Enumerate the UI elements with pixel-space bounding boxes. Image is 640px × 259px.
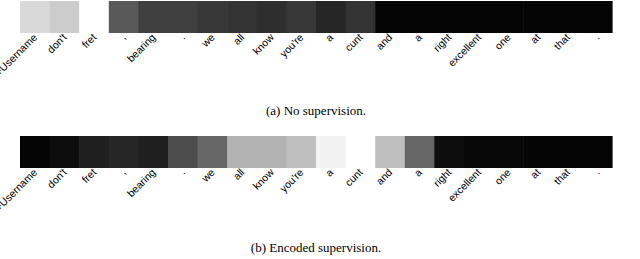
token-label: we xyxy=(198,31,217,50)
token-label: cunt xyxy=(342,31,365,54)
heat-cell xyxy=(375,136,405,168)
heat-cell xyxy=(257,136,287,168)
token-label: that xyxy=(551,166,572,187)
heat-cell xyxy=(464,136,494,168)
token-label: excellent xyxy=(445,31,483,69)
heat-cell xyxy=(494,1,524,33)
token-label: . xyxy=(591,31,602,42)
token-label: all xyxy=(230,166,246,182)
heat-cell xyxy=(464,1,494,33)
heatmap-panel: +Usernamedon't fret,bearing. weallknowyou'… xyxy=(0,136,613,255)
heat-cell xyxy=(79,1,109,33)
token-label: we xyxy=(198,166,217,185)
heat-cell xyxy=(50,136,80,168)
heat-cell xyxy=(405,136,435,168)
heat-cell xyxy=(79,136,109,168)
token-label: one xyxy=(492,31,513,52)
token-label: a xyxy=(411,31,424,44)
figure: +Usernamedon'tfret,bearing.weallknowyou'… xyxy=(0,0,640,259)
heat-cell xyxy=(286,136,316,168)
caption: (a) No supervision. xyxy=(266,103,366,118)
heat-cell xyxy=(523,136,553,168)
token-label: . xyxy=(177,166,188,177)
heat-cell xyxy=(138,136,168,168)
token-label: a xyxy=(323,166,336,179)
heat-cell xyxy=(375,1,405,33)
token-label: +Username xyxy=(0,166,39,213)
heat-cell xyxy=(434,1,464,33)
token-label: and xyxy=(374,31,395,52)
heat-cell xyxy=(523,1,553,33)
token-label: cunt xyxy=(342,166,365,189)
heat-cell xyxy=(316,136,346,168)
token-label: , xyxy=(117,31,128,42)
token-label: don't xyxy=(44,166,68,190)
heat-cell xyxy=(494,136,524,168)
token-label: and xyxy=(374,166,395,187)
token-label: excellent xyxy=(445,166,483,204)
heat-cell xyxy=(553,136,583,168)
token-label: bearing xyxy=(124,31,157,64)
token-label: know xyxy=(250,31,276,57)
token-label: right xyxy=(431,31,454,54)
heat-cell xyxy=(286,1,316,33)
token-label: that xyxy=(551,31,572,52)
token-label: right xyxy=(431,166,454,189)
heat-cell xyxy=(346,136,376,168)
token-label: all xyxy=(230,31,246,47)
heat-cell xyxy=(50,1,80,33)
token-label: one xyxy=(492,166,513,187)
heat-cell xyxy=(198,1,228,33)
token-label: don't xyxy=(44,31,68,55)
heat-cell xyxy=(582,136,612,168)
heat-cell xyxy=(109,136,139,168)
heat-cell xyxy=(405,1,435,33)
heat-cell xyxy=(346,1,376,33)
token-label: . xyxy=(177,31,188,42)
heat-cell xyxy=(316,1,346,33)
heat-cell xyxy=(109,1,139,33)
token-label: a xyxy=(411,166,424,179)
heat-cell xyxy=(553,1,583,33)
token-label: , xyxy=(117,166,128,177)
token-label: fret xyxy=(79,166,98,185)
token-label: +Username xyxy=(0,31,39,78)
token-label: . xyxy=(591,166,602,177)
heat-cell xyxy=(198,136,228,168)
heat-cell xyxy=(582,1,612,33)
caption: (b) Encoded supervision. xyxy=(251,240,381,255)
heat-cell xyxy=(227,1,257,33)
heatmap-panel: +Usernamedon't fret,bearing. weallknowyou'… xyxy=(0,1,613,118)
token-label: at xyxy=(528,166,543,181)
token-label: bearing xyxy=(124,166,157,199)
heat-cell xyxy=(168,1,198,33)
heat-cell xyxy=(257,1,287,33)
token-label: a xyxy=(323,31,336,44)
heat-cell xyxy=(227,136,257,168)
token-label: fret xyxy=(79,31,98,50)
token-label: at xyxy=(528,31,543,46)
token-label: you're xyxy=(277,166,306,195)
heat-cell xyxy=(434,136,464,168)
heat-cell xyxy=(20,1,50,33)
token-label: you're xyxy=(277,31,306,60)
token-label: know xyxy=(250,166,276,192)
heat-cell xyxy=(138,1,168,33)
heat-cell xyxy=(20,136,50,168)
heat-cell xyxy=(168,136,198,168)
